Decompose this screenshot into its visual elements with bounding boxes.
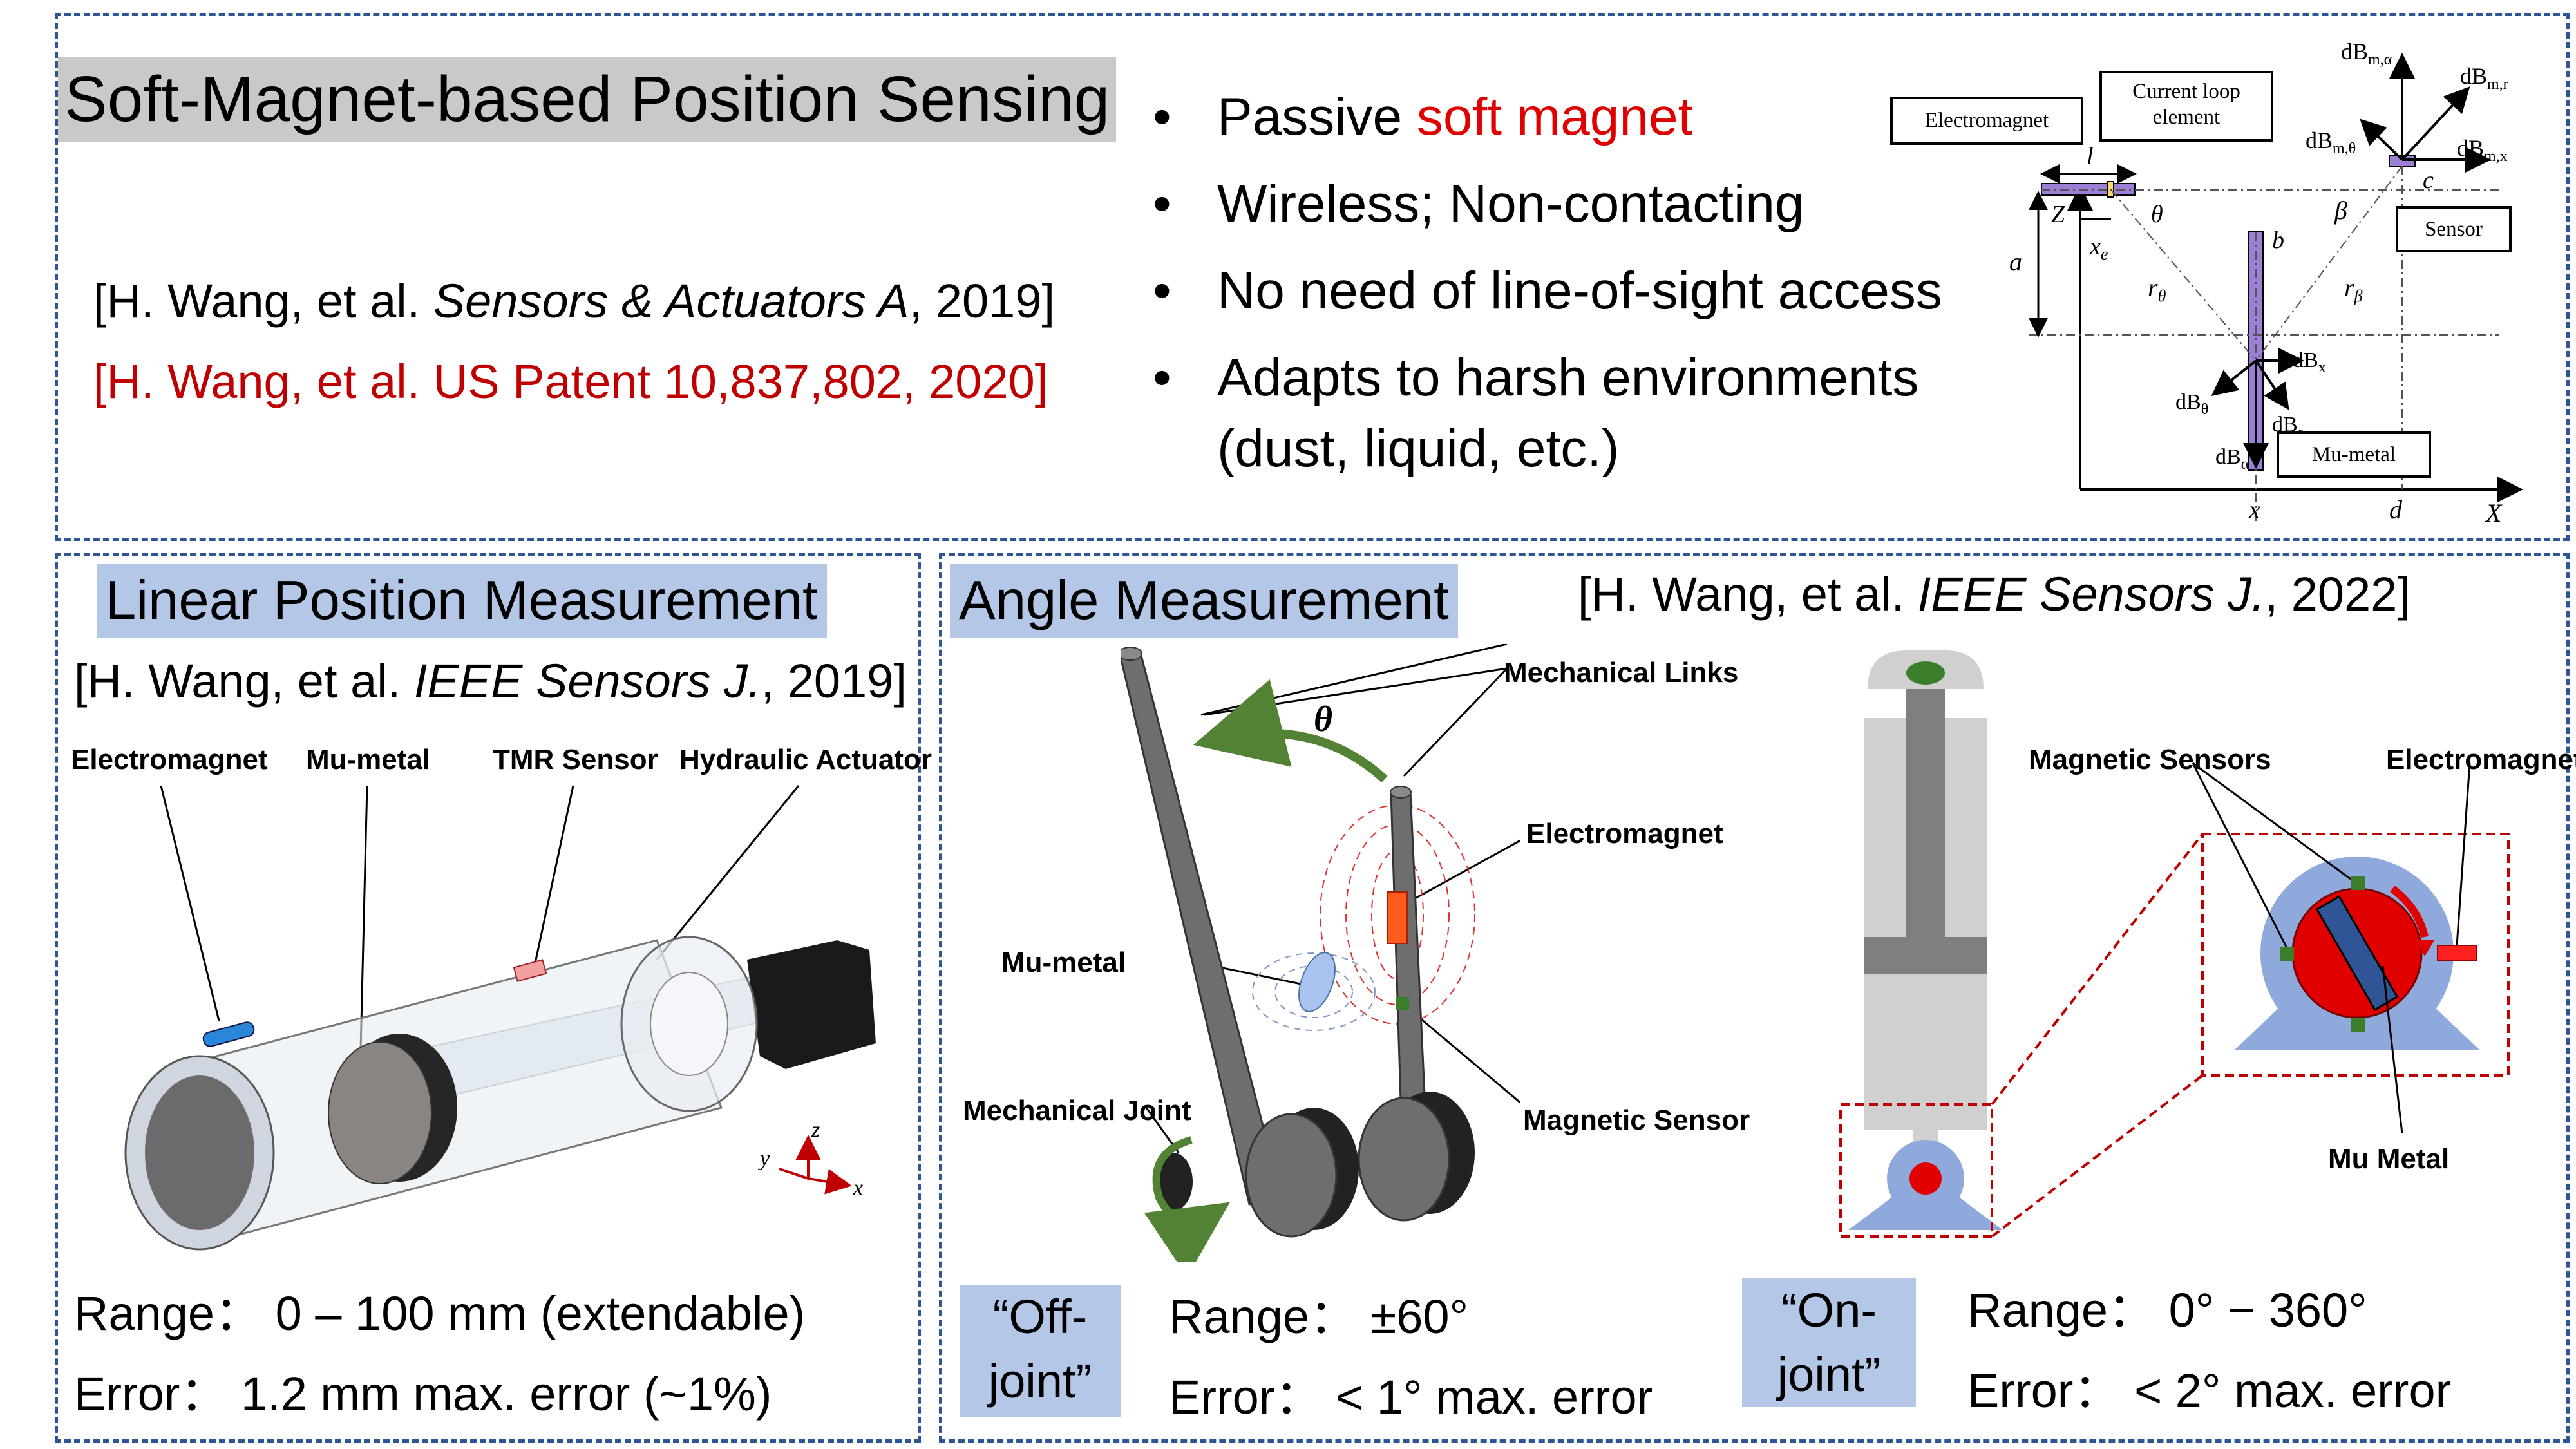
label-r-theta: rθ <box>2148 273 2166 305</box>
label-dBtheta: dBθ <box>2175 390 2208 418</box>
bullet-dot: • <box>1153 261 1171 320</box>
off-joint-tag-line1: “Off- <box>992 1290 1088 1343</box>
axis-x: x <box>853 1176 863 1200</box>
linear-panel <box>55 553 921 1443</box>
theta-label: θ <box>1314 699 1332 739</box>
current-loop-line1: Current loop <box>2132 80 2240 103</box>
bullet-1: • Passive soft magnet <box>1153 87 1693 147</box>
on-joint-error: Error： < 2° max. error <box>1967 1364 2452 1417</box>
label-xe: xe <box>2089 233 2108 263</box>
schematic-current-loop-box: Current loop element <box>2099 71 2273 142</box>
label-dB-x: dBm,x <box>2457 135 2508 165</box>
off-joint-tag: “Off- joint” <box>960 1285 1121 1417</box>
on-joint-tag-line2: joint” <box>1777 1348 1881 1401</box>
linear-range: Range： 0 – 100 mm (extendable) <box>74 1287 806 1340</box>
label-b: b <box>2272 227 2284 254</box>
schematic-electromagnet-box: Electromagnet <box>1890 97 2083 145</box>
label-c: c <box>2423 167 2434 194</box>
on-joint-range: Range： 0° − 360° <box>1967 1283 2367 1337</box>
linear-title: Linear Position Measurement <box>97 564 827 638</box>
label-r-beta: rβ <box>2344 273 2363 305</box>
label-a: a <box>2009 247 2022 276</box>
schematic-mu-metal-box: Mu-metal <box>2277 431 2431 478</box>
label-tmr-sensor: TMR Sensor <box>493 744 658 775</box>
label-dB-alpha: dBm,α <box>2341 39 2392 68</box>
bullet-1-highlight: soft magnet <box>1416 88 1693 146</box>
bullet-3: • No need of line-of-sight access <box>1153 261 1942 321</box>
label-Z: Z <box>2051 201 2065 228</box>
schematic-sensor-box: Sensor <box>2396 206 2512 252</box>
ref-pre: [H. Wang, et al. <box>93 274 433 328</box>
label-l: l <box>2087 143 2094 170</box>
label-hydraulic-actuator: Hydraulic Actuator <box>679 744 933 775</box>
current-loop-line2: element <box>2152 106 2221 129</box>
off-joint-range: Range： ±60° <box>1169 1290 1469 1343</box>
on-joint-tag-line1: “On- <box>1781 1283 1877 1337</box>
bullet-4-line2: (dust, liquid, etc.) <box>1217 419 1620 478</box>
main-title: Soft-Magnet-based Position Sensing <box>58 57 1117 142</box>
ref-journal: IEEE Sensors J. <box>1917 567 2265 621</box>
label-dB-r: dBm,r <box>2460 63 2508 93</box>
label-off-mu-metal: Mu-metal <box>1001 947 1126 978</box>
label-dBx: dBx <box>2293 348 2326 376</box>
label-dB-theta: dBm,θ <box>2306 128 2356 157</box>
bullet-dot: • <box>1153 88 1171 146</box>
angle-panel <box>939 553 2570 1443</box>
bullet-2-text: Wireless; Non-contacting <box>1217 175 1804 233</box>
label-mu-metal: Mu-metal <box>306 744 431 775</box>
ref-post: , 2019] <box>909 274 1056 328</box>
label-X: X <box>2485 498 2503 527</box>
label-mechanical-links: Mechanical Links <box>1504 657 1739 688</box>
bullet-dot: • <box>1153 348 1171 407</box>
angle-reference: [H. Wang, et al. IEEE Sensors J., 2022] <box>1578 567 2410 621</box>
ref-pre: [H. Wang, et al. <box>1578 567 1918 621</box>
bullet-2: • Wireless; Non-contacting <box>1153 174 1804 234</box>
label-beta: β <box>2334 196 2347 225</box>
label-mu-metal-on: Mu Metal <box>2328 1143 2450 1175</box>
bullet-4-text: Adapts to harsh environments <box>1217 348 1919 407</box>
bullet-4: • Adapts to harsh environments <box>1153 348 1919 408</box>
bullet-1-text: Passive <box>1217 88 1417 146</box>
axis-y: y <box>758 1147 770 1171</box>
bullet-dot: • <box>1153 175 1171 233</box>
label-magnetic-sensor: Magnetic Sensor <box>1523 1104 1750 1136</box>
on-joint-illustration <box>1839 650 2510 1238</box>
label-dBalpha-bottom: dBα <box>2215 445 2249 473</box>
label-off-electromagnet: Electromagnet <box>1526 818 1723 849</box>
off-joint-illustration: θ <box>1121 644 1520 1262</box>
linear-reference: [H. Wang, et al. IEEE Sensors J., 2019] <box>74 654 907 708</box>
linear-actuator-illustration: z y x <box>124 785 876 1251</box>
bullet-3-text: No need of line-of-sight access <box>1217 261 1942 320</box>
on-joint-tag: “On- joint” <box>1742 1278 1916 1407</box>
reference-sensors-actuators: [H. Wang, et al. Sensors & Actuators A, … <box>93 274 1055 328</box>
label-theta-angle: θ <box>2151 201 2163 228</box>
off-joint-tag-line2: joint” <box>988 1354 1092 1408</box>
reference-patent: [H. Wang, et al. US Patent 10,837,802, 2… <box>93 355 1048 408</box>
label-electromagnet: Electromagnet <box>71 744 268 775</box>
top-panel <box>55 13 2570 541</box>
ref-pre: [H. Wang, et al. <box>74 654 414 708</box>
ref-post: , 2019] <box>761 654 907 708</box>
label-d: d <box>2389 495 2403 524</box>
label-x: x <box>2248 495 2260 524</box>
label-mechanical-joint: Mechanical Joint <box>963 1095 1191 1126</box>
linear-error: Error： 1.2 mm max. error (~1%) <box>74 1367 772 1421</box>
ref-journal: Sensors & Actuators A <box>433 274 909 328</box>
axis-z: z <box>811 1118 820 1142</box>
angle-title: Angle Measurement <box>950 564 1458 638</box>
ref-post: , 2022] <box>2264 567 2410 621</box>
off-joint-error: Error： < 1° max. error <box>1169 1370 1653 1424</box>
ref-journal: IEEE Sensors J. <box>413 654 761 708</box>
label-on-electromagnet: Electromagnet <box>2386 744 2576 775</box>
label-magnetic-sensors: Magnetic Sensors <box>2029 744 2271 775</box>
